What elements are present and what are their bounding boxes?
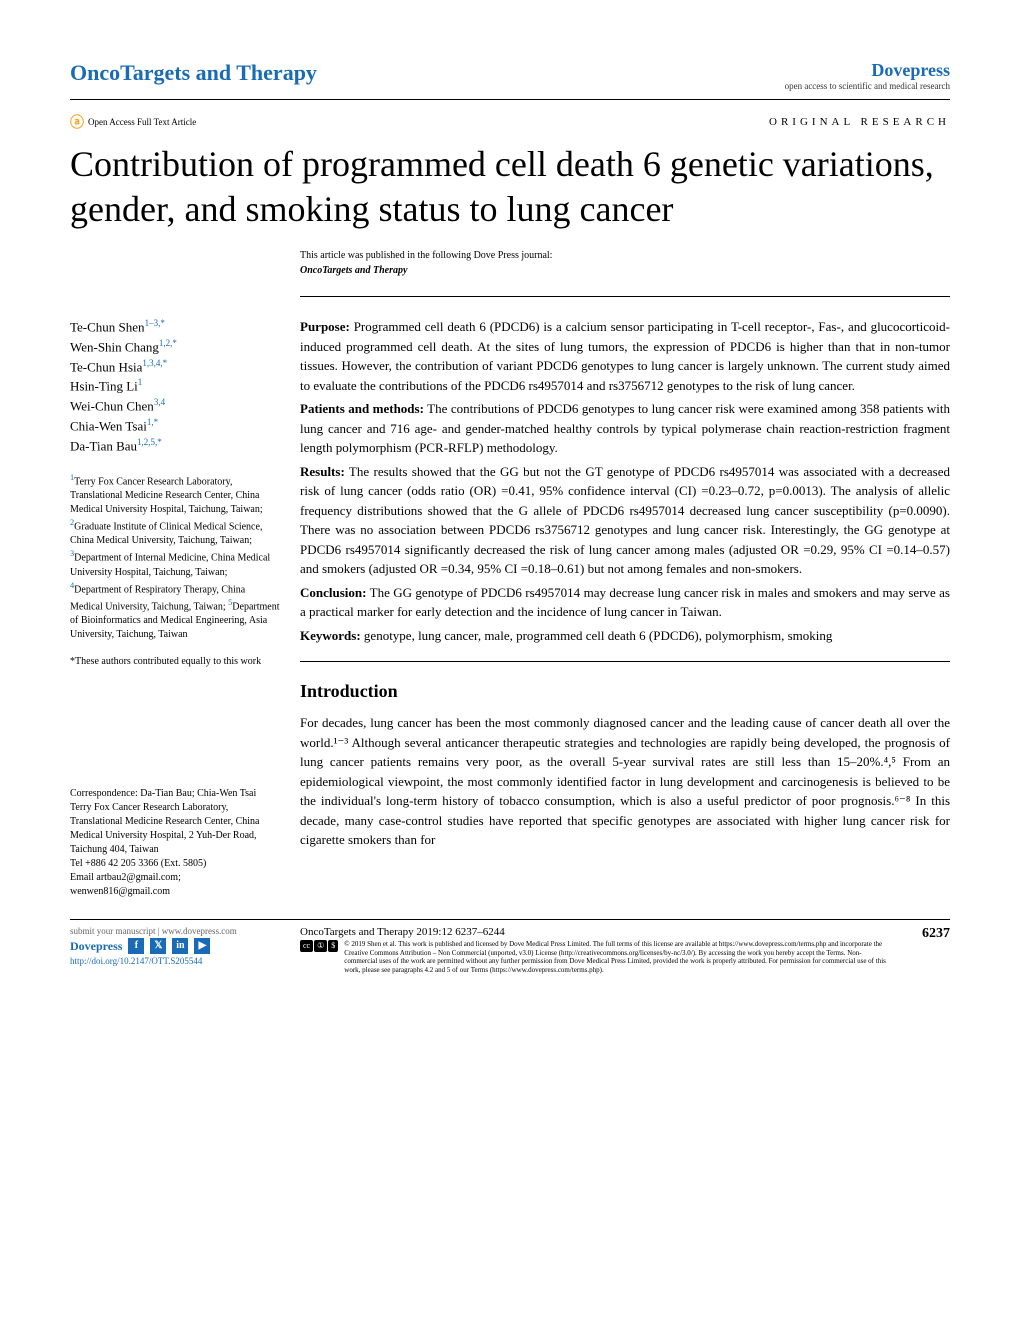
publication-note: This article was published in the follow… bbox=[300, 250, 950, 261]
license-text: © 2019 Shen et al. This work is publishe… bbox=[344, 940, 890, 974]
keywords-label: Keywords: bbox=[300, 628, 361, 643]
twitter-icon[interactable]: 𝕏 bbox=[150, 938, 166, 954]
article-meta-row: ⓐ Open Access Full Text Article ORIGINAL… bbox=[70, 112, 950, 132]
youtube-icon[interactable]: ▶ bbox=[194, 938, 210, 954]
introduction-text: For decades, lung cancer has been the mo… bbox=[300, 713, 950, 850]
author: Te-Chun Hsia1,3,4,* bbox=[70, 357, 280, 377]
correspondence-email: Email artbau2@gmail.com; wenwen816@gmail… bbox=[70, 871, 280, 899]
open-access-badge: ⓐ Open Access Full Text Article bbox=[70, 112, 196, 132]
main-content: Purpose: Programmed cell death 6 (PDCD6)… bbox=[300, 317, 950, 899]
by-icon: ① bbox=[314, 940, 327, 952]
author: Te-Chun Shen1–3,* bbox=[70, 317, 280, 337]
submit-manuscript-text: submit your manuscript | www.dovepress.c… bbox=[70, 926, 280, 936]
introduction-heading: Introduction bbox=[300, 678, 950, 705]
author: Wen-Shin Chang1,2,* bbox=[70, 337, 280, 357]
cc-icon: cc bbox=[300, 940, 313, 952]
page-number: 6237 bbox=[890, 926, 950, 942]
author-list: Te-Chun Shen1–3,*Wen-Shin Chang1,2,*Te-C… bbox=[70, 317, 280, 456]
footer-center: OncoTargets and Therapy 2019:12 6237–624… bbox=[280, 926, 890, 974]
article-type: ORIGINAL RESEARCH bbox=[769, 116, 950, 128]
abstract-conclusion: Conclusion: The GG genotype of PDCD6 rs4… bbox=[300, 583, 950, 622]
abstract-results: Results: The results showed that the GG … bbox=[300, 462, 950, 579]
doi-link[interactable]: http://doi.org/10.2147/OTT.S205544 bbox=[70, 956, 280, 966]
dovepress-label: Dovepress bbox=[70, 939, 122, 954]
publisher-block: Dovepress open access to scientific and … bbox=[785, 60, 950, 91]
abstract-purpose: Purpose: Programmed cell death 6 (PDCD6)… bbox=[300, 317, 950, 395]
sidebar: Te-Chun Shen1–3,*Wen-Shin Chang1,2,*Te-C… bbox=[70, 317, 280, 899]
author: Da-Tian Bau1,2,5,* bbox=[70, 436, 280, 456]
methods-label: Patients and methods: bbox=[300, 401, 424, 416]
divider bbox=[300, 296, 950, 297]
results-text: The results showed that the GG but not t… bbox=[300, 464, 950, 577]
author: Wei-Chun Chen3,4 bbox=[70, 396, 280, 416]
linkedin-icon[interactable]: in bbox=[172, 938, 188, 954]
cc-badges: cc ① $ bbox=[300, 940, 338, 952]
publication-journal: OncoTargets and Therapy bbox=[300, 265, 950, 276]
citation: OncoTargets and Therapy 2019:12 6237–624… bbox=[300, 926, 890, 938]
correspondence-label: Correspondence: Da-Tian Bau; Chia-Wen Ts… bbox=[70, 787, 280, 801]
facebook-icon[interactable]: f bbox=[128, 938, 144, 954]
keywords-text: genotype, lung cancer, male, programmed … bbox=[361, 628, 833, 643]
open-access-icon: ⓐ bbox=[70, 112, 84, 132]
page-footer: submit your manuscript | www.dovepress.c… bbox=[70, 919, 950, 974]
conclusion-label: Conclusion: bbox=[300, 585, 366, 600]
conclusion-text: The GG genotype of PDCD6 rs4957014 may d… bbox=[300, 585, 950, 620]
publisher-name: Dovepress bbox=[785, 60, 950, 81]
results-label: Results: bbox=[300, 464, 345, 479]
publisher-tagline: open access to scientific and medical re… bbox=[785, 81, 950, 91]
correspondence-address: Terry Fox Cancer Research Laboratory, Tr… bbox=[70, 801, 280, 857]
footer-left: submit your manuscript | www.dovepress.c… bbox=[70, 926, 280, 966]
page-header: OncoTargets and Therapy Dovepress open a… bbox=[70, 60, 950, 100]
author: Hsin-Ting Li1 bbox=[70, 376, 280, 396]
abstract-methods: Patients and methods: The contributions … bbox=[300, 399, 950, 458]
dovepress-social: Dovepress f 𝕏 in ▶ bbox=[70, 938, 280, 954]
open-access-text: Open Access Full Text Article bbox=[88, 117, 196, 127]
correspondence-block: Correspondence: Da-Tian Bau; Chia-Wen Ts… bbox=[70, 787, 280, 899]
purpose-label: Purpose: bbox=[300, 319, 350, 334]
abstract-keywords: Keywords: genotype, lung cancer, male, p… bbox=[300, 626, 950, 646]
correspondence-tel: Tel +886 42 205 3366 (Ext. 5805) bbox=[70, 857, 280, 871]
nc-icon: $ bbox=[328, 940, 338, 952]
purpose-text: Programmed cell death 6 (PDCD6) is a cal… bbox=[300, 319, 950, 393]
divider bbox=[300, 661, 950, 662]
affiliations: 1Terry Fox Cancer Research Laboratory, T… bbox=[70, 472, 280, 643]
license-block: cc ① $ © 2019 Shen et al. This work is p… bbox=[300, 940, 890, 974]
equal-contribution-note: *These authors contributed equally to th… bbox=[70, 656, 280, 667]
content-area: Te-Chun Shen1–3,*Wen-Shin Chang1,2,*Te-C… bbox=[70, 317, 950, 899]
author: Chia-Wen Tsai1,* bbox=[70, 416, 280, 436]
article-title: Contribution of programmed cell death 6 … bbox=[70, 142, 950, 232]
journal-name: OncoTargets and Therapy bbox=[70, 60, 317, 86]
